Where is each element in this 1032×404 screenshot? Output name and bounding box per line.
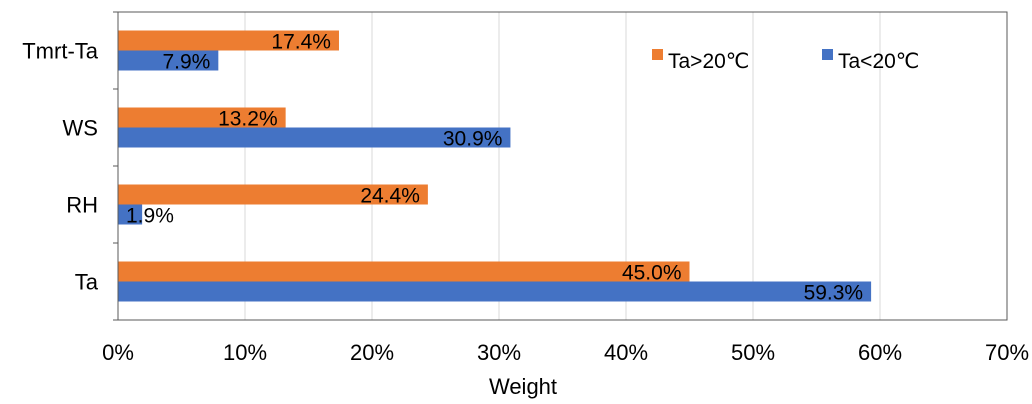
data-label: 1.9% <box>126 205 174 228</box>
data-label: 13.2% <box>218 108 278 131</box>
legend-swatch <box>652 49 663 60</box>
plot-border <box>117 11 1008 321</box>
y-tick-label: Tmrt-Ta <box>22 39 99 64</box>
bar <box>118 261 690 282</box>
data-label: 45.0% <box>622 262 682 285</box>
y-tick-label: RH <box>66 193 98 218</box>
y-tick-label: WS <box>63 116 98 141</box>
data-label: 7.9% <box>162 51 210 74</box>
data-label: 59.3% <box>804 282 864 305</box>
data-label: 24.4% <box>360 185 420 208</box>
x-tick-label: 70% <box>985 340 1029 365</box>
data-label: 30.9% <box>443 128 503 151</box>
axes: Ta RH WS Tmrt-Ta 0% 10% 20% 30% 40% 50% 60% 70% <box>22 11 1029 365</box>
bar <box>118 50 219 71</box>
x-tick-label: 50% <box>731 340 775 365</box>
legend-label: Ta<20℃ <box>838 50 919 73</box>
bar <box>118 127 511 148</box>
x-tick-label: 0% <box>102 340 134 365</box>
bar <box>118 30 339 51</box>
bar <box>118 281 872 302</box>
x-tick-label: 10% <box>223 340 267 365</box>
data-labels: 45.0% 59.3% 24.4% 1.9% 13.2% 30.9% 17.4% 7.9% <box>126 31 863 305</box>
bar <box>118 184 428 205</box>
x-tick-label: 20% <box>350 340 394 365</box>
bar <box>118 107 286 128</box>
bars <box>118 30 872 302</box>
data-label: 17.4% <box>271 31 331 54</box>
x-tick-label: 40% <box>604 340 648 365</box>
x-axis-title: Weight <box>489 374 557 399</box>
bar <box>118 204 143 225</box>
x-tick-label: 60% <box>858 340 902 365</box>
legend: Ta>20℃ Ta<20℃ <box>652 49 919 73</box>
legend-label: Ta>20℃ <box>668 50 749 73</box>
x-tick-label: 30% <box>477 340 521 365</box>
legend-swatch <box>822 49 833 60</box>
y-tick-label: Ta <box>75 270 99 295</box>
